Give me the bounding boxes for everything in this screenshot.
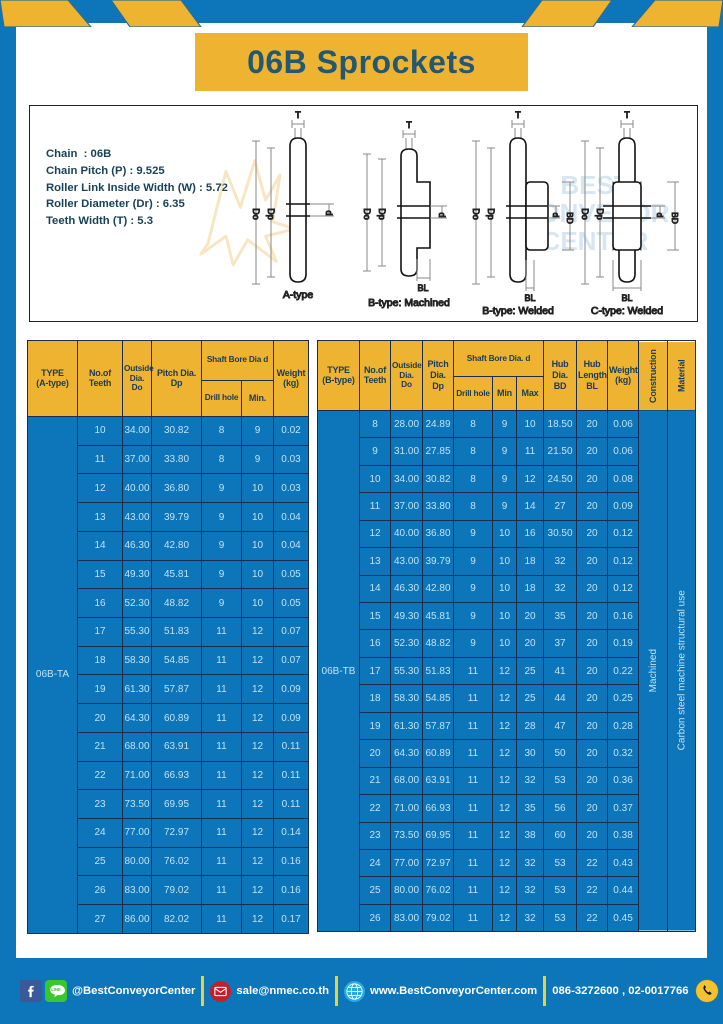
svg-text:B-type: Machined: B-type: Machined xyxy=(368,297,450,309)
svg-text:d: d xyxy=(324,210,334,215)
svg-text:LINE: LINE xyxy=(51,987,61,992)
svg-text:T: T xyxy=(624,110,630,120)
svg-text:BD: BD xyxy=(670,212,680,224)
svg-text:BL: BL xyxy=(417,283,428,293)
svg-text:T: T xyxy=(515,110,521,120)
svg-text:Do: Do xyxy=(362,208,372,220)
svg-text:B-type: Welded: B-type: Welded xyxy=(482,305,554,317)
svg-text:d: d xyxy=(655,213,665,218)
svg-text:Dp: Dp xyxy=(266,208,276,220)
svg-text:Do: Do xyxy=(580,208,590,220)
svg-text:Dp: Dp xyxy=(486,208,496,220)
svg-text:T: T xyxy=(295,110,301,120)
svg-text:BD: BD xyxy=(565,212,575,224)
svg-text:BL: BL xyxy=(621,293,632,303)
svg-text:BL: BL xyxy=(524,293,535,303)
svg-text:Do: Do xyxy=(251,208,261,220)
svg-text:C-type: Welded: C-type: Welded xyxy=(591,305,663,317)
svg-text:T: T xyxy=(406,120,412,130)
svg-text:Do: Do xyxy=(471,208,481,220)
svg-text:A-type: A-type xyxy=(283,289,314,301)
svg-text:d: d xyxy=(437,212,447,217)
svg-text:d: d xyxy=(551,213,561,218)
svg-text:Dp: Dp xyxy=(377,208,387,220)
